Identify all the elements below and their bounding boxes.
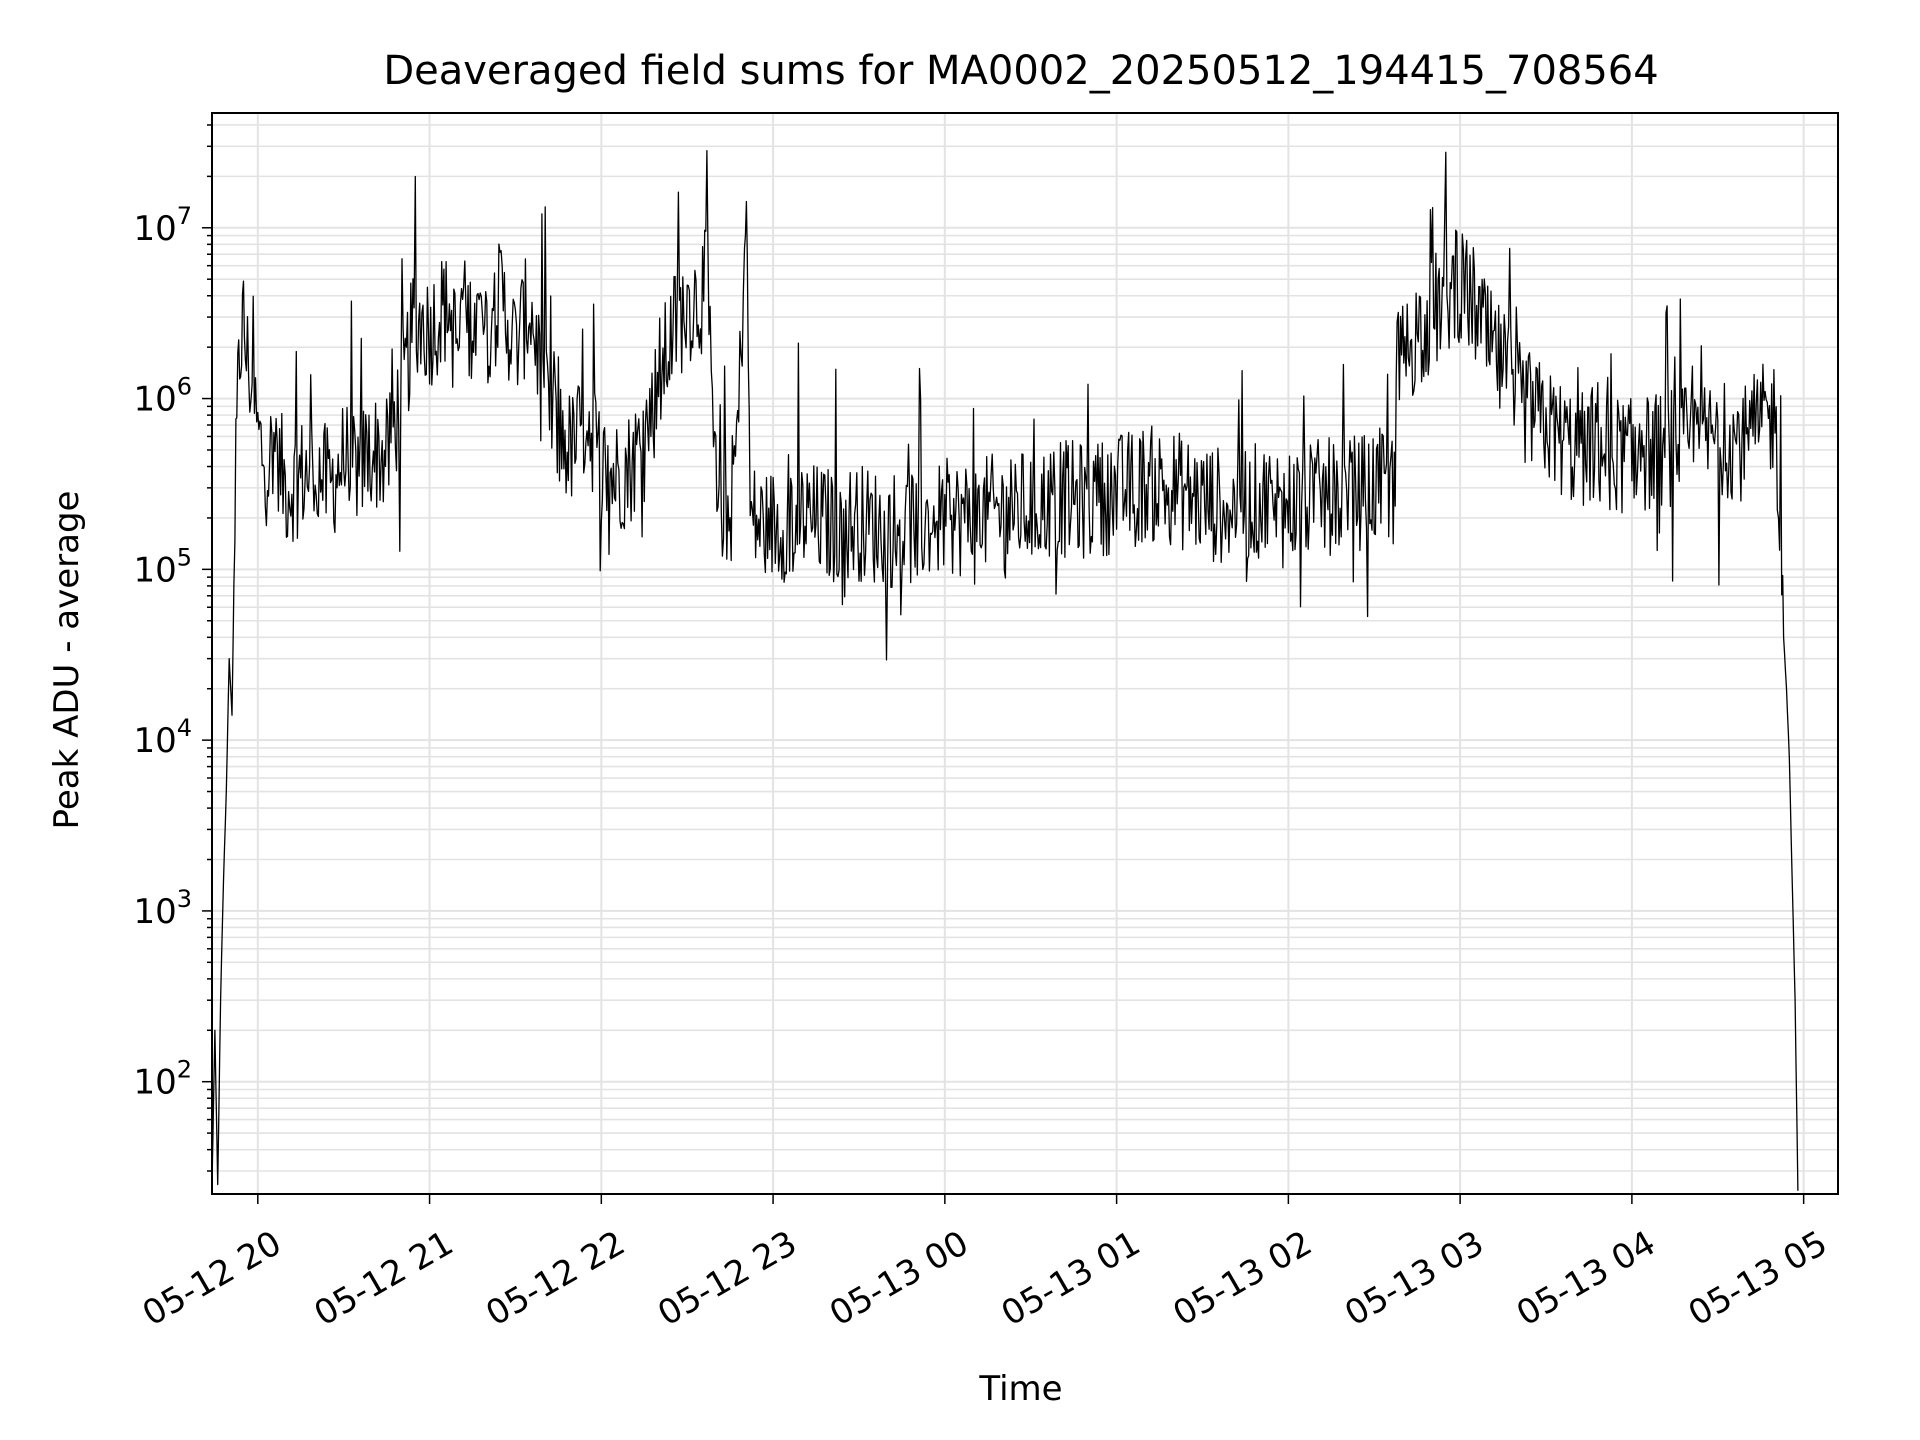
x-tick-label: 05-12 21 — [308, 1223, 460, 1334]
x-axis-label: Time — [978, 1369, 1062, 1409]
x-tick-label: 05-13 04 — [1510, 1223, 1662, 1334]
x-tick-label: 05-13 03 — [1338, 1223, 1490, 1334]
x-tick-label: 05-13 01 — [995, 1223, 1147, 1334]
x-tick-label: 05-13 00 — [823, 1223, 975, 1334]
grid-layer — [212, 113, 1838, 1194]
x-tick-label: 05-12 20 — [136, 1223, 288, 1334]
x-tick-label: 05-12 22 — [479, 1223, 631, 1334]
chart-title: Deaveraged field sums for MA0002_2025051… — [383, 48, 1658, 94]
x-tick-label: 05-12 23 — [651, 1223, 803, 1334]
y-tick-label: 105 — [133, 543, 192, 590]
y-axis-label: Peak ADU - average — [47, 491, 87, 830]
series-line — [211, 150, 1799, 1191]
x-tick-label: 05-13 05 — [1682, 1223, 1834, 1334]
x-tick-label: 05-13 02 — [1166, 1223, 1318, 1334]
series-layer — [211, 150, 1799, 1191]
y-tick-label: 104 — [133, 714, 192, 761]
y-tick-label: 107 — [133, 202, 192, 249]
y-tick-label: 102 — [133, 1056, 192, 1103]
plot-frame — [211, 112, 1839, 1195]
y-tick-label: 106 — [133, 373, 192, 420]
y-tick-label: 103 — [133, 885, 192, 932]
